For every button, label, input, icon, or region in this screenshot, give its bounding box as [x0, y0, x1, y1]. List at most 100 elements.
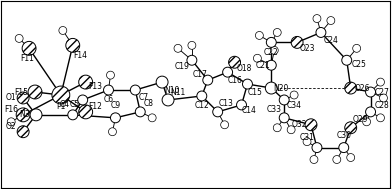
- Text: O18: O18: [237, 64, 252, 73]
- Circle shape: [353, 44, 361, 52]
- Text: C16: C16: [228, 76, 243, 85]
- Text: C27: C27: [375, 88, 390, 97]
- Circle shape: [345, 122, 357, 134]
- Text: N3: N3: [19, 110, 29, 119]
- Circle shape: [188, 41, 196, 49]
- Circle shape: [333, 156, 341, 163]
- Circle shape: [376, 78, 385, 86]
- Circle shape: [109, 128, 116, 136]
- Circle shape: [15, 34, 23, 42]
- Circle shape: [203, 75, 213, 85]
- Circle shape: [279, 113, 289, 123]
- Circle shape: [256, 31, 263, 40]
- Text: C7: C7: [138, 94, 148, 102]
- Circle shape: [339, 143, 349, 153]
- Circle shape: [174, 44, 182, 52]
- Text: C30: C30: [336, 131, 351, 140]
- Text: C13: C13: [218, 99, 233, 108]
- Circle shape: [316, 27, 326, 37]
- Circle shape: [7, 118, 15, 126]
- Circle shape: [229, 56, 241, 68]
- Text: P1: P1: [56, 102, 65, 111]
- Circle shape: [28, 85, 42, 99]
- Text: O32: O32: [291, 120, 307, 129]
- Circle shape: [273, 29, 281, 36]
- Circle shape: [342, 55, 352, 65]
- Circle shape: [68, 110, 78, 120]
- Circle shape: [79, 75, 93, 89]
- Circle shape: [187, 55, 197, 65]
- Circle shape: [79, 105, 93, 119]
- Circle shape: [213, 107, 223, 117]
- Circle shape: [313, 15, 321, 22]
- Circle shape: [290, 91, 298, 99]
- Text: C34: C34: [287, 101, 301, 110]
- Circle shape: [366, 87, 376, 97]
- Circle shape: [78, 95, 88, 105]
- Text: F15: F15: [14, 88, 28, 97]
- Circle shape: [305, 119, 317, 131]
- Circle shape: [135, 107, 145, 117]
- Text: N10: N10: [164, 86, 180, 94]
- Circle shape: [221, 121, 229, 129]
- Text: F11: F11: [20, 54, 34, 63]
- Circle shape: [366, 107, 376, 117]
- Circle shape: [59, 26, 67, 34]
- Text: C15: C15: [248, 88, 263, 97]
- Circle shape: [66, 38, 80, 52]
- Circle shape: [236, 100, 247, 110]
- Circle shape: [345, 82, 357, 94]
- Circle shape: [363, 118, 370, 126]
- Circle shape: [327, 17, 335, 25]
- Text: N20: N20: [274, 84, 289, 93]
- Circle shape: [376, 114, 385, 122]
- Text: F13: F13: [89, 82, 103, 91]
- Circle shape: [17, 126, 29, 138]
- Text: C17: C17: [192, 70, 207, 79]
- Text: F12: F12: [89, 102, 103, 111]
- Text: O29: O29: [353, 115, 368, 124]
- Circle shape: [156, 76, 168, 88]
- Text: C21: C21: [256, 61, 271, 70]
- Text: C4: C4: [60, 100, 70, 109]
- Text: C28: C28: [375, 101, 390, 110]
- Text: C8: C8: [143, 99, 153, 108]
- Text: C22: C22: [264, 48, 279, 57]
- Text: N11: N11: [171, 88, 185, 97]
- Circle shape: [17, 92, 29, 104]
- Circle shape: [243, 79, 252, 89]
- Circle shape: [379, 94, 387, 102]
- Circle shape: [197, 91, 207, 101]
- Circle shape: [16, 108, 30, 122]
- Text: C33: C33: [267, 105, 282, 114]
- Text: C25: C25: [351, 60, 366, 69]
- Text: C6: C6: [103, 95, 114, 105]
- Text: O2: O2: [6, 122, 16, 131]
- Circle shape: [52, 86, 70, 104]
- Circle shape: [310, 156, 318, 163]
- Circle shape: [265, 82, 277, 94]
- Circle shape: [270, 46, 278, 54]
- Circle shape: [107, 71, 114, 79]
- Circle shape: [162, 94, 174, 106]
- Circle shape: [130, 85, 140, 95]
- Text: O1: O1: [6, 94, 16, 102]
- Circle shape: [347, 154, 355, 162]
- Circle shape: [30, 109, 42, 121]
- Circle shape: [22, 41, 36, 55]
- Circle shape: [312, 143, 322, 153]
- Circle shape: [291, 36, 303, 48]
- Text: C12: C12: [194, 101, 209, 110]
- Text: C31: C31: [299, 133, 314, 142]
- Circle shape: [266, 60, 276, 70]
- Circle shape: [273, 124, 281, 132]
- Circle shape: [103, 85, 113, 95]
- Text: C19: C19: [174, 62, 189, 71]
- Circle shape: [111, 113, 120, 123]
- Text: C5: C5: [70, 100, 80, 109]
- Circle shape: [253, 54, 261, 62]
- Text: F16: F16: [4, 105, 18, 114]
- Circle shape: [303, 138, 311, 146]
- Text: O23: O23: [299, 44, 315, 53]
- Text: C9: C9: [111, 101, 120, 110]
